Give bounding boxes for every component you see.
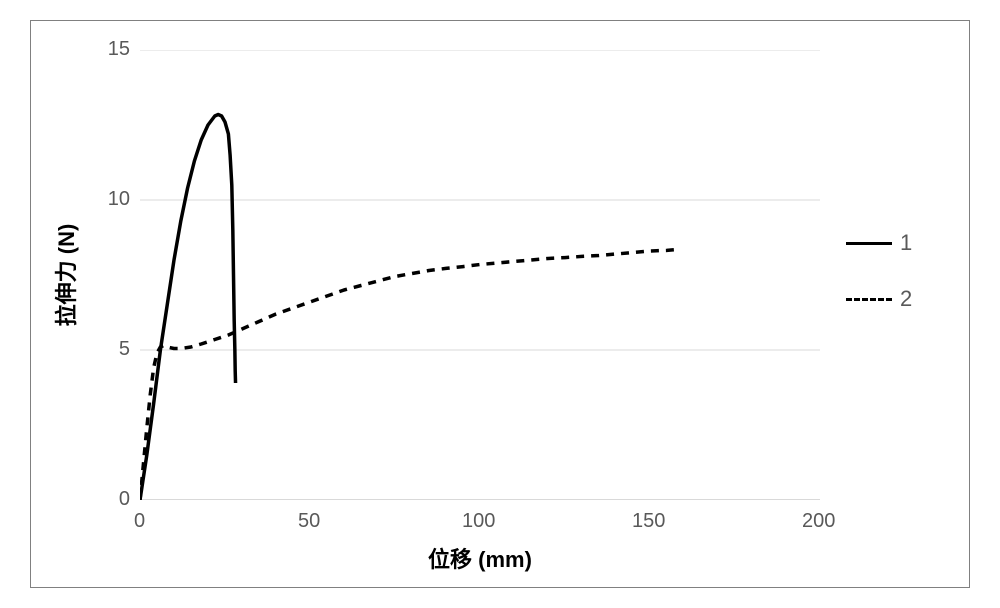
legend-item: 2 <box>846 286 912 312</box>
legend: 12 <box>846 230 912 342</box>
legend-label: 2 <box>900 286 912 312</box>
legend-label: 1 <box>900 230 912 256</box>
legend-swatch <box>846 242 892 245</box>
x-tick-label: 200 <box>802 510 835 533</box>
plot-area <box>140 50 820 500</box>
x-tick-label: 50 <box>298 510 320 533</box>
x-tick-label: 0 <box>134 510 145 533</box>
y-tick-label: 5 <box>119 338 130 361</box>
legend-item: 1 <box>846 230 912 256</box>
y-tick-label: 15 <box>108 38 130 61</box>
legend-swatch <box>846 298 892 301</box>
chart-container: 051015 050100150200 拉伸力 (N) 位移 (mm) 12 <box>0 0 1000 608</box>
x-tick-label: 100 <box>462 510 495 533</box>
y-axis-title: 拉伸力 (N) <box>49 224 81 327</box>
y-tick-label: 10 <box>108 188 130 211</box>
x-axis-title: 位移 (mm) <box>428 542 532 574</box>
x-tick-label: 150 <box>632 510 665 533</box>
y-tick-label: 0 <box>119 488 130 511</box>
